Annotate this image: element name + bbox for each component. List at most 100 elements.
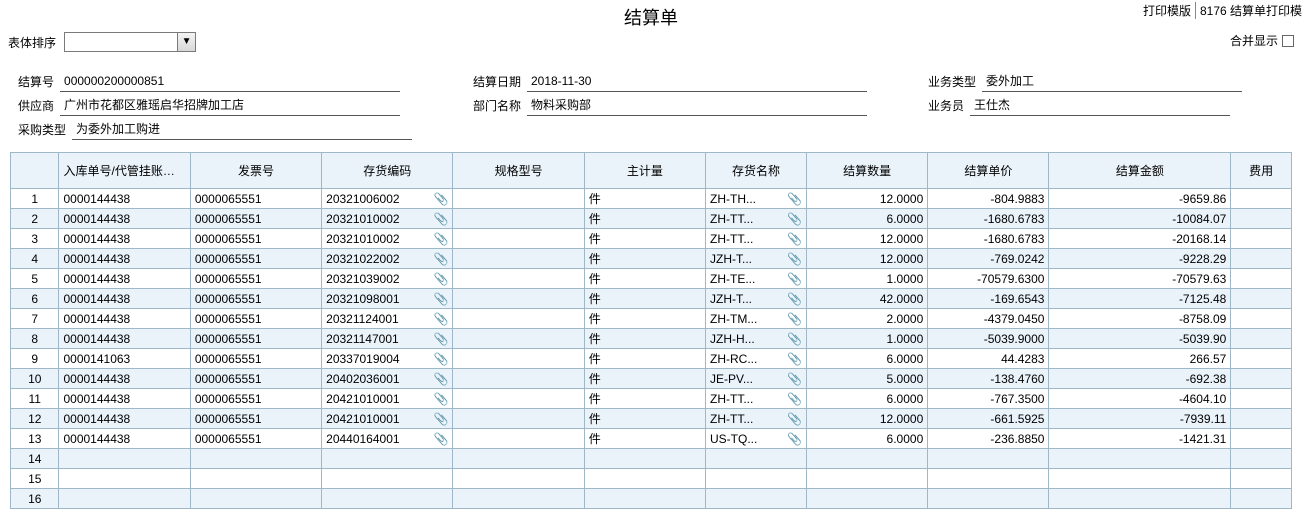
table-row[interactable]: 100000144438000006555120402036001📎件JE-PV… bbox=[11, 369, 1292, 389]
clerk-value[interactable]: 王仕杰 bbox=[970, 96, 1230, 116]
cell-stock-name[interactable]: JZH-T...📎 bbox=[706, 249, 807, 269]
cell-stock-code[interactable]: 20321147001📎 bbox=[322, 329, 453, 349]
cell-stock-name[interactable]: US-TQ...📎 bbox=[706, 429, 807, 449]
table-row[interactable]: 60000144438000006555120321098001📎件JZH-T.… bbox=[11, 289, 1292, 309]
cell-price[interactable]: -1680.6783 bbox=[928, 209, 1049, 229]
cell-amount[interactable]: -70579.63 bbox=[1049, 269, 1231, 289]
cell-stock-code[interactable]: 20321098001📎 bbox=[322, 289, 453, 309]
cell-receipt-no[interactable]: 0000144438 bbox=[59, 389, 190, 409]
cell-price[interactable]: -70579.6300 bbox=[928, 269, 1049, 289]
cell-stock-code[interactable]: 20321010002📎 bbox=[322, 209, 453, 229]
cell-amount[interactable]: -20168.14 bbox=[1049, 229, 1231, 249]
cell-price[interactable]: -661.5925 bbox=[928, 409, 1049, 429]
col-header[interactable]: 主计量 bbox=[584, 153, 705, 189]
cell-stock-name[interactable]: ZH-TE...📎 bbox=[706, 269, 807, 289]
cell-amount[interactable]: -9659.86 bbox=[1049, 189, 1231, 209]
attachment-icon[interactable]: 📎 bbox=[783, 372, 802, 386]
cell-receipt-no[interactable]: 0000144438 bbox=[59, 189, 190, 209]
settlement-no-value[interactable]: 000000200000851 bbox=[60, 74, 400, 92]
cell-invoice-no[interactable]: 0000065551 bbox=[190, 229, 321, 249]
cell-stock-name[interactable]: JE-PV...📎 bbox=[706, 369, 807, 389]
cell-spec[interactable] bbox=[453, 349, 584, 369]
cell-qty[interactable]: 5.0000 bbox=[807, 369, 928, 389]
cell-stock-name[interactable]: ZH-TT...📎 bbox=[706, 229, 807, 249]
cell-stock-code[interactable]: 20321006002📎 bbox=[322, 189, 453, 209]
sort-input[interactable] bbox=[65, 33, 177, 51]
dept-value[interactable]: 物料采购部 bbox=[527, 96, 867, 116]
cell-unit[interactable]: 件 bbox=[584, 369, 705, 389]
cell-spec[interactable] bbox=[453, 429, 584, 449]
cell-spec[interactable] bbox=[453, 209, 584, 229]
attachment-icon[interactable]: 📎 bbox=[783, 252, 802, 266]
col-header[interactable]: 规格型号 bbox=[453, 153, 584, 189]
col-header[interactable]: 发票号 bbox=[190, 153, 321, 189]
attachment-icon[interactable]: 📎 bbox=[783, 312, 802, 326]
cell-receipt-no[interactable]: 0000144438 bbox=[59, 429, 190, 449]
cell-fee[interactable] bbox=[1231, 349, 1292, 369]
cell-unit[interactable]: 件 bbox=[584, 249, 705, 269]
cell-invoice-no[interactable]: 0000065551 bbox=[190, 369, 321, 389]
cell-price[interactable]: -804.9883 bbox=[928, 189, 1049, 209]
cell-qty[interactable]: 1.0000 bbox=[807, 269, 928, 289]
cell-fee[interactable] bbox=[1231, 269, 1292, 289]
table-row[interactable]: 110000144438000006555120421010001📎件ZH-TT… bbox=[11, 389, 1292, 409]
cell-amount[interactable]: -7125.48 bbox=[1049, 289, 1231, 309]
attachment-icon[interactable]: 📎 bbox=[783, 332, 802, 346]
cell-stock-code[interactable]: 20402036001📎 bbox=[322, 369, 453, 389]
cell-qty[interactable]: 12.0000 bbox=[807, 229, 928, 249]
cell-invoice-no[interactable]: 0000065551 bbox=[190, 409, 321, 429]
table-row[interactable]: 70000144438000006555120321124001📎件ZH-TM.… bbox=[11, 309, 1292, 329]
attachment-icon[interactable]: 📎 bbox=[783, 392, 802, 406]
cell-spec[interactable] bbox=[453, 369, 584, 389]
cell-spec[interactable] bbox=[453, 409, 584, 429]
cell-invoice-no[interactable]: 0000065551 bbox=[190, 189, 321, 209]
cell-stock-name[interactable]: ZH-TT...📎 bbox=[706, 409, 807, 429]
table-row[interactable]: 30000144438000006555120321010002📎件ZH-TT.… bbox=[11, 229, 1292, 249]
attachment-icon[interactable]: 📎 bbox=[430, 192, 449, 206]
attachment-icon[interactable]: 📎 bbox=[430, 412, 449, 426]
cell-fee[interactable] bbox=[1231, 389, 1292, 409]
col-header[interactable]: 结算数量 bbox=[807, 153, 928, 189]
cell-fee[interactable] bbox=[1231, 249, 1292, 269]
cell-spec[interactable] bbox=[453, 309, 584, 329]
cell-price[interactable]: -236.8850 bbox=[928, 429, 1049, 449]
attachment-icon[interactable]: 📎 bbox=[783, 212, 802, 226]
cell-qty[interactable]: 42.0000 bbox=[807, 289, 928, 309]
table-row[interactable]: 20000144438000006555120321010002📎件ZH-TT.… bbox=[11, 209, 1292, 229]
cell-invoice-no[interactable]: 0000065551 bbox=[190, 429, 321, 449]
cell-unit[interactable]: 件 bbox=[584, 289, 705, 309]
cell-amount[interactable]: -4604.10 bbox=[1049, 389, 1231, 409]
col-header[interactable]: 费用 bbox=[1231, 153, 1292, 189]
cell-stock-name[interactable]: ZH-TH...📎 bbox=[706, 189, 807, 209]
cell-amount[interactable]: -5039.90 bbox=[1049, 329, 1231, 349]
attachment-icon[interactable]: 📎 bbox=[430, 372, 449, 386]
cell-stock-name[interactable]: ZH-TT...📎 bbox=[706, 389, 807, 409]
supplier-value[interactable]: 广州市花都区雅瑶启华招牌加工店 bbox=[60, 96, 400, 116]
attachment-icon[interactable]: 📎 bbox=[430, 432, 449, 446]
cell-stock-code[interactable]: 20321022002📎 bbox=[322, 249, 453, 269]
cell-receipt-no[interactable]: 0000144438 bbox=[59, 289, 190, 309]
attachment-icon[interactable]: 📎 bbox=[430, 212, 449, 226]
cell-fee[interactable] bbox=[1231, 289, 1292, 309]
cell-amount[interactable]: 266.57 bbox=[1049, 349, 1231, 369]
chevron-down-icon[interactable]: ▼ bbox=[177, 33, 195, 51]
cell-receipt-no[interactable]: 0000144438 bbox=[59, 209, 190, 229]
cell-unit[interactable]: 件 bbox=[584, 269, 705, 289]
cell-stock-name[interactable]: ZH-TT...📎 bbox=[706, 209, 807, 229]
cell-fee[interactable] bbox=[1231, 209, 1292, 229]
attachment-icon[interactable]: 📎 bbox=[430, 252, 449, 266]
cell-qty[interactable]: 6.0000 bbox=[807, 349, 928, 369]
cell-price[interactable]: -5039.9000 bbox=[928, 329, 1049, 349]
attachment-icon[interactable]: 📎 bbox=[783, 292, 802, 306]
cell-invoice-no[interactable]: 0000065551 bbox=[190, 249, 321, 269]
cell-amount[interactable]: -9228.29 bbox=[1049, 249, 1231, 269]
cell-unit[interactable]: 件 bbox=[584, 429, 705, 449]
col-header[interactable]: 存货名称 bbox=[706, 153, 807, 189]
table-row-empty[interactable]: 16 bbox=[11, 489, 1292, 509]
cell-receipt-no[interactable]: 0000144438 bbox=[59, 329, 190, 349]
cell-invoice-no[interactable]: 0000065551 bbox=[190, 309, 321, 329]
cell-invoice-no[interactable]: 0000065551 bbox=[190, 349, 321, 369]
cell-spec[interactable] bbox=[453, 289, 584, 309]
cell-qty[interactable]: 6.0000 bbox=[807, 389, 928, 409]
table-row-empty[interactable]: 14 bbox=[11, 449, 1292, 469]
